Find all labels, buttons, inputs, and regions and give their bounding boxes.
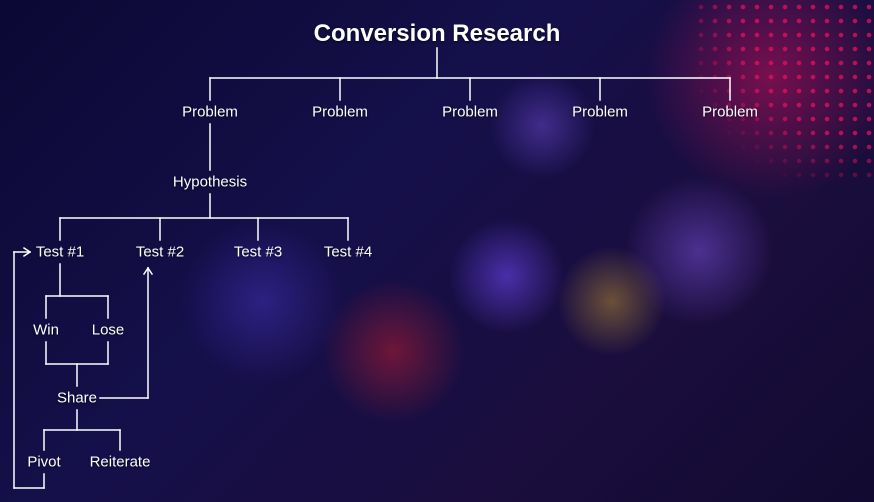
node-hypothesis: Hypothesis	[173, 174, 247, 191]
diagram-stage: Conversion Research Problem Problem Prob…	[0, 0, 874, 502]
node-lose: Lose	[92, 322, 125, 339]
title: Conversion Research	[314, 20, 561, 48]
node-problem-3: Problem	[442, 104, 498, 121]
node-problem-4: Problem	[572, 104, 628, 121]
node-reiterate: Reiterate	[90, 454, 151, 471]
node-pivot: Pivot	[27, 454, 60, 471]
node-problem-5: Problem	[702, 104, 758, 121]
node-test-1: Test #1	[36, 244, 84, 261]
node-share: Share	[57, 390, 97, 407]
node-problem-1: Problem	[182, 104, 238, 121]
node-test-4: Test #4	[324, 244, 372, 261]
node-test-2: Test #2	[136, 244, 184, 261]
connector-svg	[0, 0, 874, 502]
node-test-3: Test #3	[234, 244, 282, 261]
node-problem-2: Problem	[312, 104, 368, 121]
node-win: Win	[33, 322, 59, 339]
